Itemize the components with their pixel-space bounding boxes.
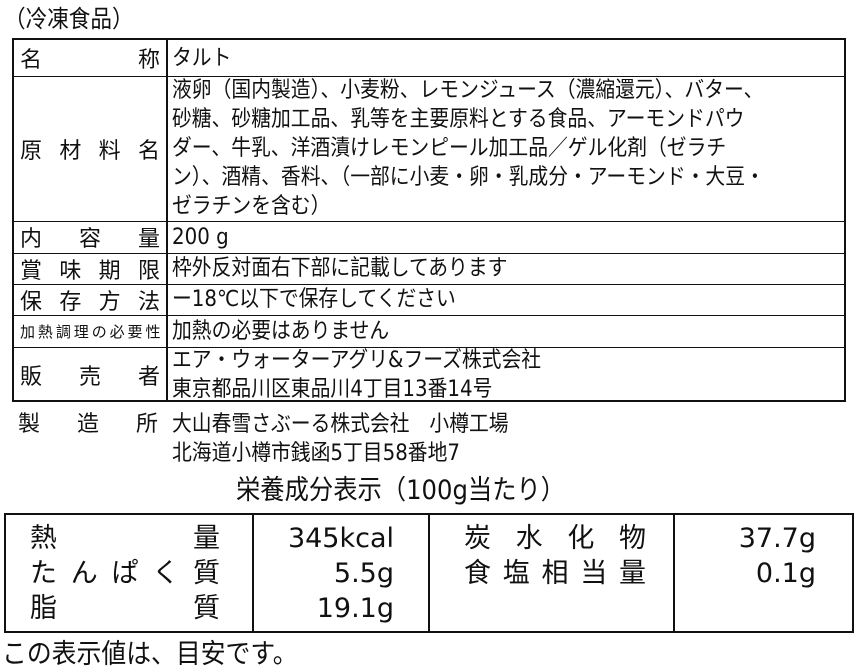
nutrient-name: 脂質 xyxy=(30,593,220,624)
row-storage: 保存方法 ー18℃以下で保存してください xyxy=(14,284,844,316)
row-value-line: 砂糖、砂糖加工品、乳等を主要原料とする食品、アーモンドパウ xyxy=(172,107,745,132)
nutrient-name: 食塩相当量 xyxy=(464,558,646,589)
row-content: 内容量 200 g xyxy=(14,221,844,254)
nutrition-title: 栄養成分表示（100g当たり） xyxy=(236,475,566,506)
nutrient-name: 熱量 xyxy=(30,523,220,554)
row-label: 保存方法 xyxy=(20,289,160,315)
nutrient-value: 19.1g xyxy=(316,593,394,624)
category-label: （冷凍食品） xyxy=(4,5,134,33)
manufacturer-line: 北海道小樽市銭函5丁目58番地7 xyxy=(172,441,460,466)
row-label: 内容量 xyxy=(20,227,160,252)
nutrient-value: 5.5g xyxy=(333,558,394,589)
row-best-before: 賞味期限 枠外反対面右下部に記載してあります xyxy=(14,253,844,285)
row-value: 200 g xyxy=(172,224,229,250)
row-value: 枠外反対面右下部に記載してあります xyxy=(172,256,508,281)
row-heating: 加熱調理の必要性 加熱の必要はありません xyxy=(14,315,844,348)
row-value-line: エア・ウォーターアグリ&フーズ株式会社 xyxy=(172,347,542,373)
manufacturer-line: 大山春雪さぶーる株式会社 小樽工場 xyxy=(172,412,509,437)
row-value: タルト xyxy=(172,45,232,71)
row-value: 加熱の必要はありません xyxy=(172,318,390,344)
nutrient-name: たんぱく質 xyxy=(30,558,220,589)
row-name: 名称 タルト xyxy=(14,40,844,77)
footnote: この表示値は、目安です。 xyxy=(2,639,298,670)
manufacturer-info: 大山春雪さぶーる株式会社 小樽工場 北海道小樽市銭函5丁目58番地7 xyxy=(172,410,546,468)
product-label-table: 名称 タルト 原材料名 液卵（国内製造）、小麦粉、レモンジュース（濃縮還元）、バ… xyxy=(12,38,846,402)
row-label: 販売者 xyxy=(20,364,160,390)
row-seller: 販売者 エア・ウォーターアグリ&フーズ株式会社 東京都品川区東品川4丁目13番1… xyxy=(14,347,844,402)
row-label: 賞味期限 xyxy=(20,258,160,284)
row-value-line: 液卵（国内製造）、小麦粉、レモンジュース（濃縮還元）、バター、 xyxy=(172,78,764,103)
manufacturer-label: 製造所 xyxy=(18,412,158,437)
row-label: 原材料名 xyxy=(20,138,160,164)
row-label: 加熱調理の必要性 xyxy=(20,322,161,341)
nutrient-value: 0.1g xyxy=(755,558,816,589)
nutrient-value: 345kcal xyxy=(287,523,394,554)
nutrient-value: 37.7g xyxy=(738,523,816,554)
nutrient-name: 炭水化物 xyxy=(464,523,646,554)
nutrition-table: 熱量 たんぱく質 脂質 345kcal 5.5g 19.1g 炭水化物 食塩相当… xyxy=(4,513,854,633)
row-value: ー18℃以下で保存してください xyxy=(172,287,456,312)
row-label: 名称 xyxy=(20,48,160,73)
row-value-line: ダー、牛乳、洋酒漬けレモンピール加工品／ゲル化剤（ゼラチ xyxy=(172,136,727,161)
row-value-line: ゼラチンを含む） xyxy=(172,194,331,219)
row-value-line: ン）、酒精、香料、（一部に小麦・卵・乳成分・アーモンド・大豆・ xyxy=(172,165,765,190)
row-ingredients: 原材料名 液卵（国内製造）、小麦粉、レモンジュース（濃縮還元）、バター、 砂糖、… xyxy=(14,76,844,222)
row-value-line: 東京都品川区東品川4丁目13番14号 xyxy=(172,376,493,402)
